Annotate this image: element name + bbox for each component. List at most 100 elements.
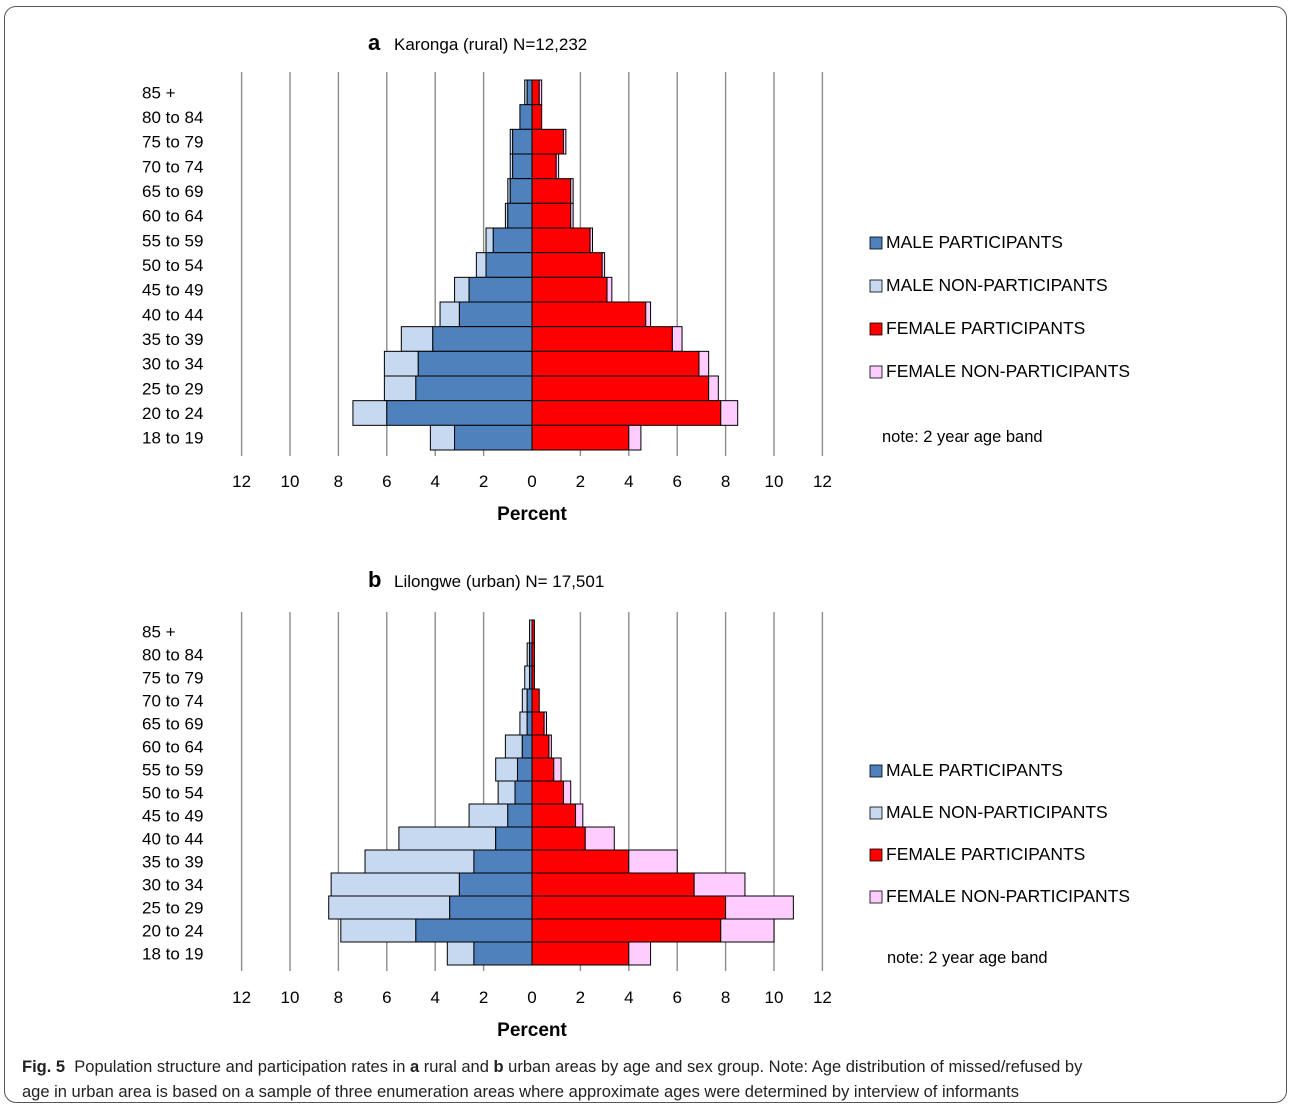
- bar-male-participants: [473, 849, 533, 874]
- x-tick-label: 10: [765, 988, 784, 1007]
- caption-line-2: age in urban area is based on a sample o…: [22, 1083, 1019, 1101]
- x-tick-label: 12: [232, 988, 251, 1007]
- bar-male-non-participants: [446, 941, 475, 966]
- caption-text-1b: rural and: [423, 1058, 489, 1076]
- bar-male-non-participants: [439, 301, 460, 328]
- bar-male-participants: [485, 252, 533, 278]
- age-group-label: 55 to 59: [142, 761, 203, 780]
- age-group-label: 75 to 79: [142, 133, 203, 152]
- bar-female-non-participants: [584, 826, 615, 851]
- bar-female-non-participants: [628, 424, 642, 451]
- bar-female-participants: [531, 826, 586, 851]
- x-tick-label: 6: [382, 472, 391, 491]
- bar-male-participants: [492, 227, 533, 254]
- bar-male-non-participants: [475, 252, 487, 278]
- population-pyramid-b: b Lilongwe (urban) N= 17,501 85 + 80 to 84 7…: [142, 567, 1130, 1040]
- age-group-label: 25 to 29: [142, 899, 203, 918]
- age-group-label: 75 to 79: [142, 669, 203, 688]
- bar-male-participants: [519, 104, 533, 130]
- x-tick-label: 10: [281, 988, 300, 1007]
- bar-female-non-participants: [589, 227, 594, 254]
- age-group-label: 85 +: [142, 83, 176, 102]
- legend: MALE PARTICIPANTS MALE NON-PARTICIPANTS FE…: [869, 232, 1130, 381]
- caption-panel-a: a: [409, 1058, 420, 1076]
- bar-female-non-participants: [570, 202, 574, 229]
- bar-female-participants: [531, 153, 557, 180]
- bar-male-participants: [473, 941, 533, 966]
- legend-label: MALE PARTICIPANTS: [886, 232, 1063, 252]
- bar-male-non-participants: [400, 326, 434, 352]
- bar-male-non-participants: [383, 375, 417, 402]
- bar-female-participants: [531, 941, 630, 966]
- bar-male-participants: [458, 301, 533, 328]
- bars: [352, 79, 739, 451]
- age-group-label: 50 to 54: [142, 256, 203, 275]
- bar-female-non-participants: [575, 803, 584, 828]
- legend-swatch: [869, 279, 883, 293]
- caption-panel-b: b: [493, 1058, 504, 1076]
- bar-female-participants: [531, 400, 722, 426]
- bar-male-participants: [449, 895, 533, 920]
- x-tick-label: 0: [527, 472, 536, 491]
- x-axis-label: Percent: [497, 1020, 567, 1040]
- bar-female-non-participants: [698, 350, 710, 377]
- bar-male-participants: [468, 276, 533, 303]
- bar-male-non-participants: [524, 665, 531, 690]
- bar-female-non-participants: [553, 757, 562, 782]
- bar-male-non-participants: [398, 826, 497, 851]
- bar-female-participants: [531, 424, 630, 451]
- chart-note: note: 2 year age band: [882, 428, 1043, 446]
- bar-female-participants: [531, 688, 540, 713]
- legend-swatch: [869, 848, 883, 862]
- bar-female-non-participants: [671, 326, 683, 352]
- age-group-label: 20 to 24: [142, 404, 203, 423]
- bar-male-participants: [512, 153, 533, 180]
- bar-female-non-participants: [645, 301, 652, 328]
- x-tick-label: 10: [765, 472, 784, 491]
- age-group-label: 60 to 64: [142, 207, 203, 226]
- bar-female-participants: [531, 202, 572, 229]
- chart-title: b Lilongwe (urban) N= 17,501: [368, 567, 604, 592]
- x-tick-label: 12: [232, 472, 251, 491]
- panel-letter: a: [368, 30, 381, 55]
- age-group-label: 70 to 74: [142, 692, 203, 711]
- figure-caption: Fig. 5 Population structure and particip…: [22, 1055, 1272, 1105]
- bar-female-non-participants: [562, 780, 572, 805]
- chart-title-text: Karonga (rural) N=12,232: [394, 35, 587, 54]
- age-group-label: 60 to 64: [142, 738, 203, 757]
- bar-male-participants: [454, 424, 533, 451]
- bar-female-non-participants: [570, 178, 574, 204]
- bar-male-participants: [415, 375, 533, 402]
- legend-swatch: [869, 236, 883, 250]
- x-tick-label: 4: [430, 988, 439, 1007]
- x-tick-labels: 12 10 8 6 4 2 0 2 4 6 8 10 12: [232, 472, 832, 491]
- x-tick-labels: 12 10 8 6 4 2 0 2 4 6 8 10 12: [232, 988, 832, 1007]
- age-group-label: 40 to 44: [142, 830, 203, 849]
- bar-female-non-participants: [708, 375, 719, 402]
- bar-female-non-participants: [725, 895, 794, 920]
- bar-male-non-participants: [495, 757, 518, 782]
- age-group-label: 85 +: [142, 623, 176, 642]
- legend-swatch: [869, 322, 883, 336]
- caption-text-1c: urban areas by age and sex group. Note: …: [508, 1058, 1083, 1076]
- bar-male-participants: [432, 326, 533, 352]
- bar-male-participants: [516, 757, 533, 782]
- bar-female-participants: [531, 178, 572, 204]
- legend-label: MALE PARTICIPANTS: [886, 760, 1063, 780]
- x-tick-label: 4: [624, 988, 633, 1007]
- bar-female-non-participants: [543, 711, 548, 736]
- bar-female-non-participants: [628, 941, 652, 966]
- bar-male-non-participants: [352, 400, 388, 426]
- bar-female-participants: [531, 252, 603, 278]
- bar-male-participants: [417, 350, 533, 377]
- bar-male-participants: [514, 780, 533, 805]
- bar-male-participants: [512, 128, 533, 155]
- bar-male-participants: [458, 872, 533, 897]
- legend-swatch: [869, 764, 883, 778]
- x-tick-label: 8: [334, 472, 343, 491]
- bar-male-participants: [507, 803, 533, 828]
- bars: [328, 619, 794, 966]
- legend-label: FEMALE NON-PARTICIPANTS: [886, 886, 1130, 906]
- age-group-label: 20 to 24: [142, 922, 203, 941]
- bar-female-participants: [531, 326, 673, 352]
